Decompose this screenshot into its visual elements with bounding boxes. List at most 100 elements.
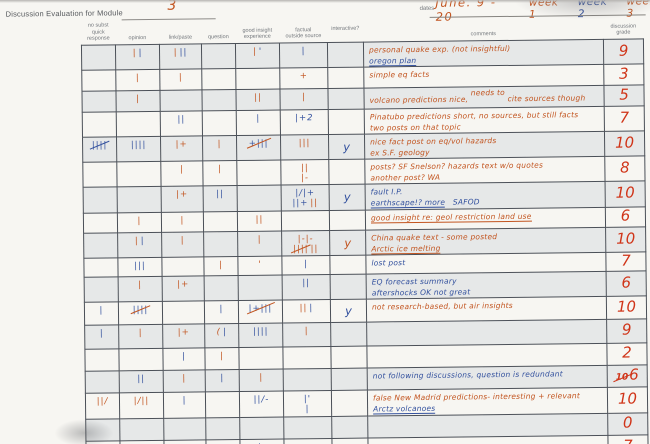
handwritten-mark: |+ xyxy=(175,139,188,150)
cell-comments: volcano predictions nice, needs to cite … xyxy=(363,84,605,109)
tally-marks: | xyxy=(116,71,159,83)
cell-question xyxy=(203,231,238,257)
handwritten-mark: volcano predictions nice, xyxy=(369,94,471,105)
tally-marks: |+||| xyxy=(239,302,282,313)
cell-grade: 5 xyxy=(603,84,645,106)
cell-good-insight: | xyxy=(237,230,282,257)
cell-grade: 106 xyxy=(607,364,648,387)
handwritten-mark: |+ xyxy=(176,189,189,200)
handwritten-mark: + xyxy=(299,70,308,81)
cell-quick-response xyxy=(84,276,119,302)
handwritten-mark: | xyxy=(309,302,314,313)
cell-opinion: ||) xyxy=(119,439,165,444)
handwritten-mark: | xyxy=(304,325,309,336)
handwritten-mark: posts? SF Snelson? hazards text w/o quot… xyxy=(370,160,544,172)
handwritten-mark: ||| xyxy=(298,137,311,148)
cell-interactive xyxy=(331,415,368,438)
cell-comments: fault I.P. earthscape!? more SAFOD xyxy=(365,180,606,210)
cell-link-paste: |+ xyxy=(161,185,204,212)
handwritten-mark: ( xyxy=(216,326,221,337)
cell-comments: not research-based, but air insights xyxy=(366,295,607,322)
tally-marks: |+ xyxy=(162,188,203,200)
cell-interactive xyxy=(331,389,368,416)
grade-value: 5 xyxy=(619,85,629,104)
cell-quick-response xyxy=(84,348,120,371)
handwritten-mark: y xyxy=(343,139,351,154)
col-header-factual: factual outside source xyxy=(279,20,327,43)
tally-marks: |||| || xyxy=(282,242,329,254)
handwritten-mark: | xyxy=(136,93,141,104)
handwritten-mark: ex S.F. geology xyxy=(370,147,430,158)
handwritten-mark: | xyxy=(259,372,264,383)
cell-link-paste: | xyxy=(159,68,202,90)
cell-question xyxy=(204,275,239,301)
cell-grade: 0 xyxy=(607,412,648,435)
tally-marks: | xyxy=(162,234,203,245)
cell-link-paste xyxy=(163,417,206,440)
tally-marks: ||| xyxy=(118,259,161,271)
handwritten-mark: |+ xyxy=(177,279,190,290)
grade-value: 7 xyxy=(621,251,631,270)
cell-good-insight: |+||| xyxy=(238,299,283,324)
handwritten-mark: | xyxy=(181,351,186,362)
tally-marks: ||/ xyxy=(86,395,119,406)
handwritten-mark: |||| xyxy=(91,139,108,151)
handwritten-mark: fault I.P. xyxy=(370,186,403,197)
handwritten-mark: | xyxy=(134,235,139,246)
handwritten-mark: Arctz volcanoes xyxy=(373,403,436,415)
col-header-opinion: opinion xyxy=(115,22,159,44)
tally-marks: || xyxy=(236,91,279,102)
header-label: grade xyxy=(616,29,631,36)
cell-link-paste: | xyxy=(163,391,206,418)
grade-value: 0 xyxy=(622,413,633,432)
tally-marks: +||| xyxy=(237,137,280,148)
handwritten-mark: needs to xyxy=(470,87,505,97)
handwritten-mark: |||| xyxy=(252,326,269,337)
header-label: outside source xyxy=(285,33,322,40)
header-label: interactive? xyxy=(331,25,360,32)
tally-marks: || xyxy=(116,46,159,58)
handwritten-mark: | xyxy=(257,234,262,245)
handwritten-mark: not following discussions, question is r… xyxy=(372,368,563,381)
cell-good-insight: ||/- xyxy=(239,390,284,418)
tally-marks: | xyxy=(240,371,283,383)
handwritten-mark: |+2 xyxy=(295,112,314,123)
cell-grade: 6 xyxy=(606,270,647,296)
handwritten-mark: two posts on that topic xyxy=(369,122,461,133)
handwritten-mark: false New Madrid predictions- interestin… xyxy=(372,390,581,403)
cell-good-insight: || xyxy=(235,88,281,111)
cell-interactive xyxy=(327,66,364,88)
handwritten-mark: | xyxy=(256,113,261,124)
handwritten-mark: || xyxy=(179,47,188,58)
tally-marks: | xyxy=(280,45,327,56)
cell-question xyxy=(202,110,237,136)
cell-question xyxy=(203,211,238,232)
tally-marks: || xyxy=(283,276,330,288)
cell-link-paste xyxy=(161,256,205,276)
tally-marks: || xyxy=(120,372,163,384)
comment-text: volcano predictions nice, needs to cite … xyxy=(369,86,601,104)
cell-comments: nice fact post on eq/vol hazards ex S.F. … xyxy=(364,130,605,159)
handwritten-mark: | xyxy=(217,138,222,149)
tally-marks: |+ xyxy=(163,278,204,290)
cell-link-paste: | xyxy=(160,160,204,186)
cell-grade: 10 xyxy=(605,180,646,207)
cell-link-paste: | xyxy=(163,369,206,392)
handwritten-mark: | xyxy=(99,305,104,316)
cell-grade: 7 xyxy=(607,434,649,444)
cell-link-paste: | xyxy=(161,231,204,257)
cell-comments: good insight re: geol restriction land u… xyxy=(365,206,606,230)
cell-good-insight xyxy=(239,416,284,440)
handwritten-mark: EQ forecast summary xyxy=(371,276,457,287)
cell-question: | xyxy=(202,160,238,186)
header-label: link/paste xyxy=(168,34,193,41)
handwritten-mark: | xyxy=(138,327,143,338)
handwritten-mark: | xyxy=(301,45,306,56)
grade-crossed-out: 10 xyxy=(615,372,629,383)
tally-marks: |' xyxy=(236,45,279,56)
cell-outside-source xyxy=(283,415,332,439)
tally-marks: |||| xyxy=(117,138,160,150)
cell-question: || xyxy=(203,185,238,212)
handwritten-mark: Pinatubo predictions short, no sources, … xyxy=(369,109,579,122)
tally-marks: (| xyxy=(205,326,238,337)
